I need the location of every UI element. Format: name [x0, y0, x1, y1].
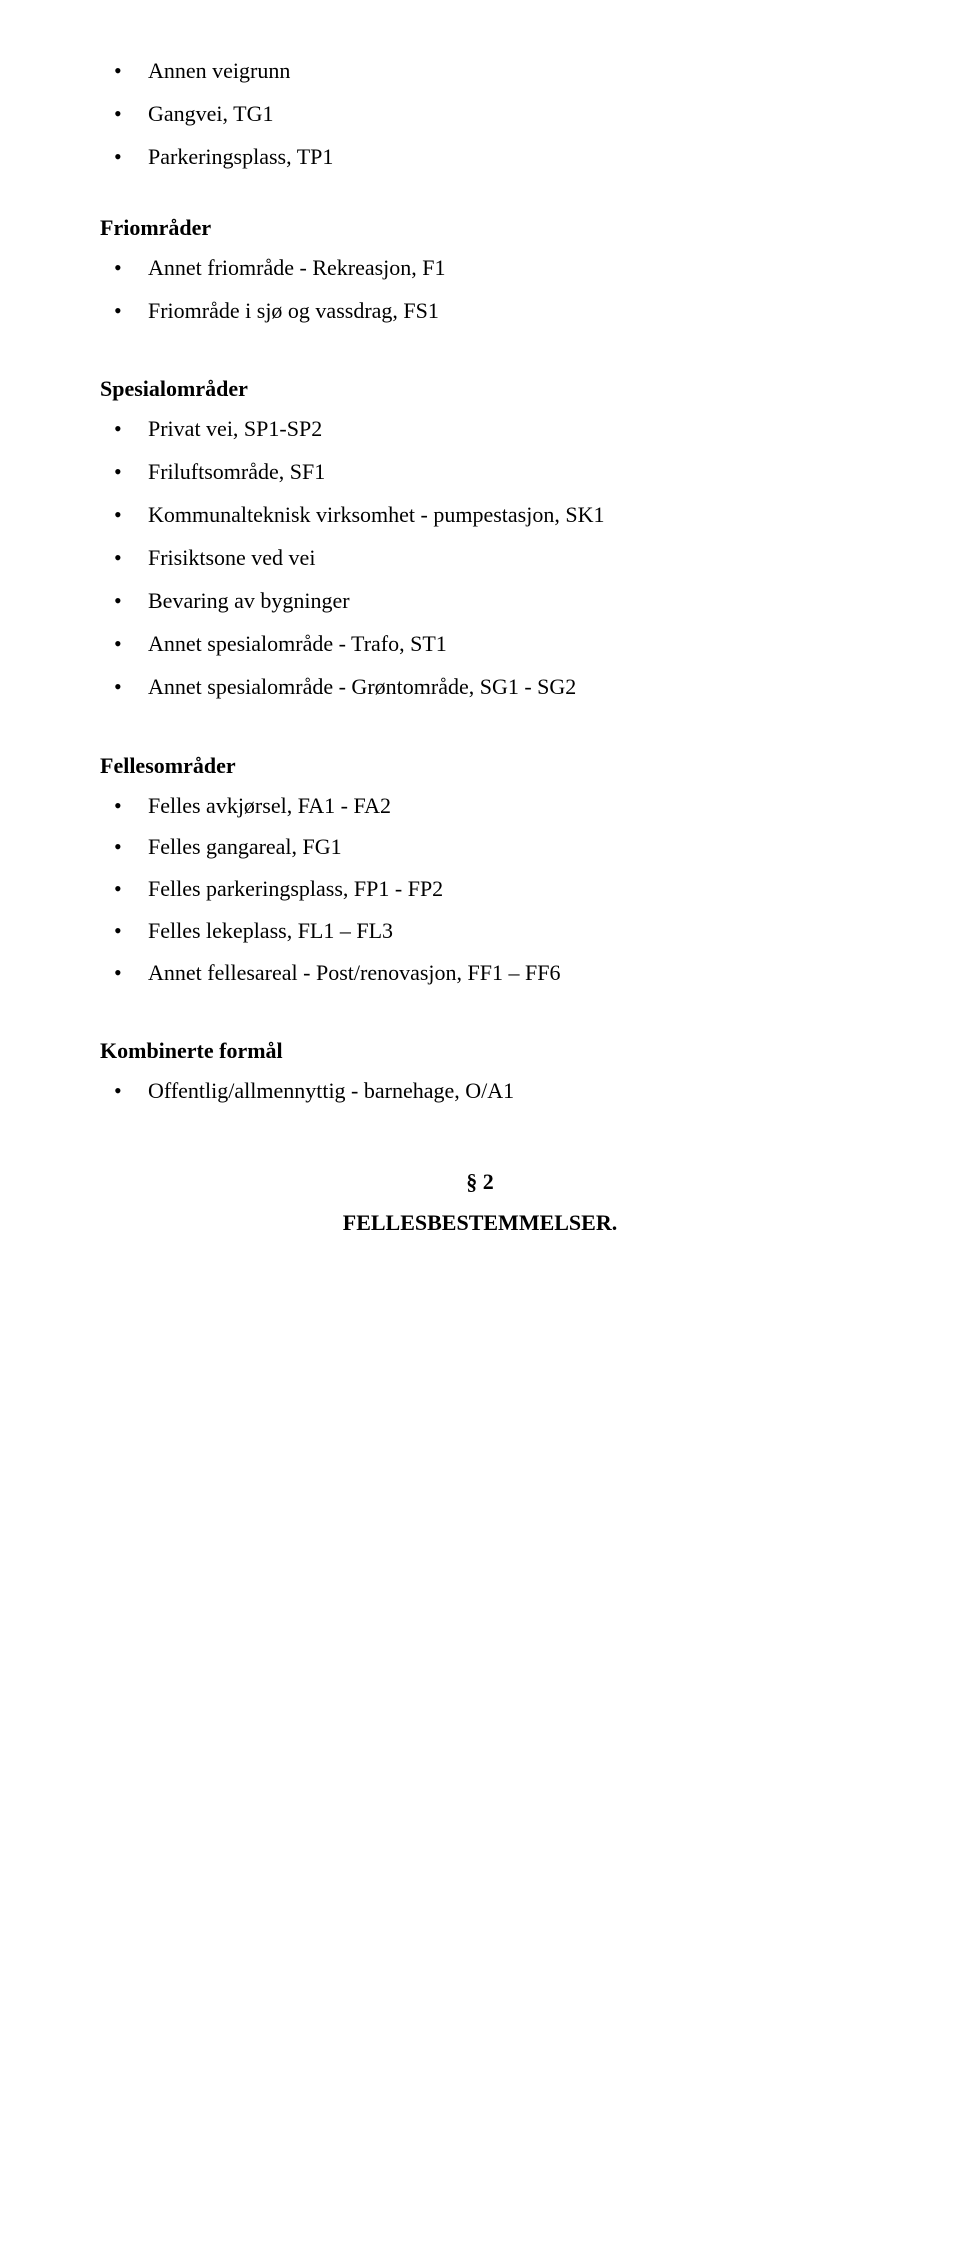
list-item: Annet friområde - Rekreasjon, F1	[100, 247, 860, 290]
section-bullet-list: Privat vei, SP1-SP2 Friluftsområde, SF1 …	[100, 408, 860, 708]
list-item: Frisiktsone ved vei	[100, 537, 860, 580]
list-item: Felles avkjørsel, FA1 - FA2	[100, 785, 860, 827]
list-item: Gangvei, TG1	[100, 93, 860, 136]
list-item: Offentlig/allmennyttig - barnehage, O/A1	[100, 1070, 860, 1113]
list-item: Annen veigrunn	[100, 50, 860, 93]
list-item: Annet spesialområde - Trafo, ST1	[100, 623, 860, 666]
list-item: Felles parkeringsplass, FP1 - FP2	[100, 868, 860, 910]
list-item: Parkeringsplass, TP1	[100, 136, 860, 179]
section-bullet-list: Offentlig/allmennyttig - barnehage, O/A1	[100, 1070, 860, 1113]
list-item: Annet fellesareal - Post/renovasjon, FF1…	[100, 952, 860, 994]
document-page: Annen veigrunn Gangvei, TG1 Parkeringspl…	[0, 0, 960, 1304]
footer-title: FELLESBESTEMMELSER.	[100, 1202, 860, 1244]
section-bullet-list: Annet friområde - Rekreasjon, F1 Friområ…	[100, 247, 860, 333]
list-item: Friområde i sjø og vassdrag, FS1	[100, 290, 860, 333]
section-heading: Spesialområder	[100, 376, 860, 402]
list-item: Privat vei, SP1-SP2	[100, 408, 860, 451]
top-bullet-list: Annen veigrunn Gangvei, TG1 Parkeringspl…	[100, 50, 860, 179]
list-item: Felles gangareal, FG1	[100, 826, 860, 868]
section-heading: Friområder	[100, 215, 860, 241]
footer-heading: § 2 FELLESBESTEMMELSER.	[100, 1161, 860, 1245]
list-item: Bevaring av bygninger	[100, 580, 860, 623]
list-item: Annet spesialområde - Grøntområde, SG1 -…	[100, 666, 860, 709]
list-item: Kommunalteknisk virksomhet - pumpestasjo…	[100, 494, 860, 537]
list-item: Friluftsområde, SF1	[100, 451, 860, 494]
section-heading: Kombinerte formål	[100, 1038, 860, 1064]
section-bullet-list: Felles avkjørsel, FA1 - FA2 Felles ganga…	[100, 785, 860, 994]
section-heading: Fellesområder	[100, 753, 860, 779]
paragraph-number: § 2	[100, 1161, 860, 1203]
list-item: Felles lekeplass, FL1 – FL3	[100, 910, 860, 952]
